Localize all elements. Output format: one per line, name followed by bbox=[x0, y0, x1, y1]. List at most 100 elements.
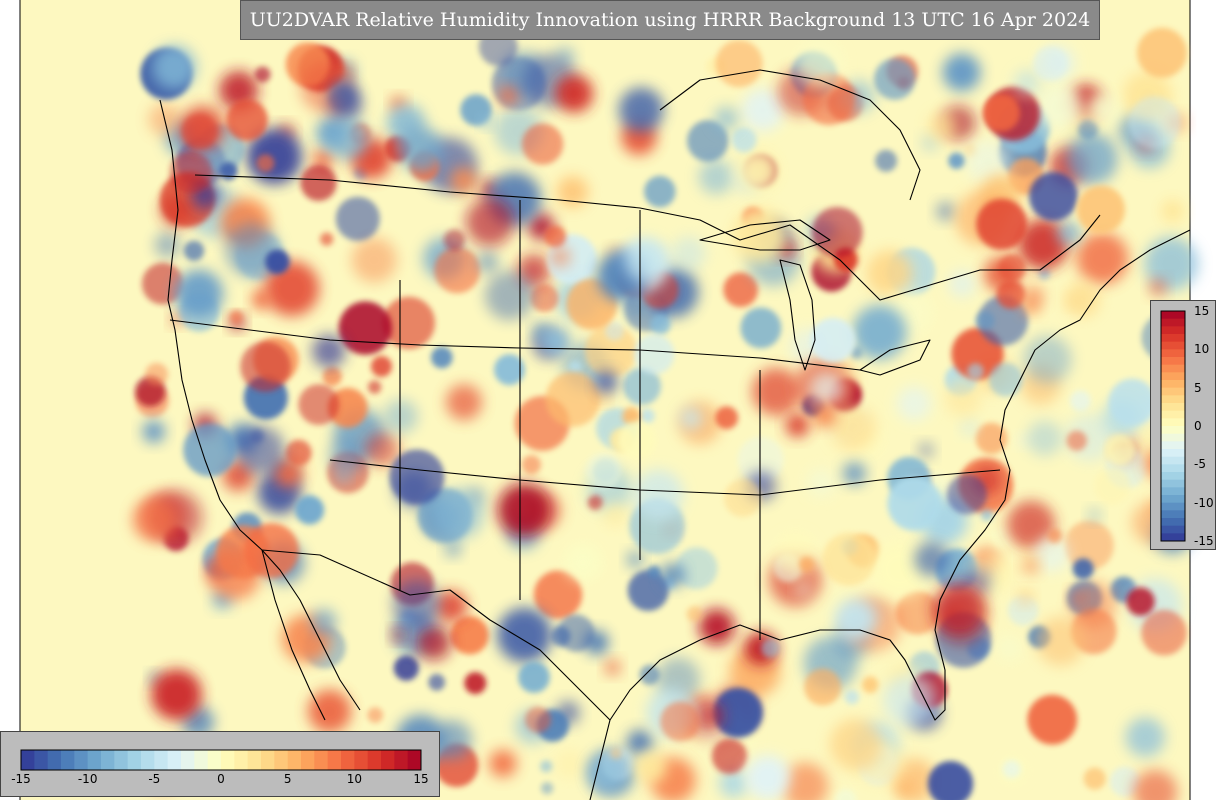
innovation-blob bbox=[367, 380, 382, 394]
colorbar-tick-label: -15 bbox=[1194, 534, 1214, 548]
innovation-blob bbox=[723, 479, 762, 517]
colorbar-swatch bbox=[1161, 464, 1185, 473]
innovation-blob bbox=[715, 40, 763, 88]
colorbar-swatch bbox=[1161, 387, 1185, 396]
innovation-blob bbox=[809, 371, 844, 406]
innovation-blob bbox=[556, 176, 589, 208]
innovation-blob bbox=[434, 247, 481, 294]
innovation-blob bbox=[1033, 46, 1068, 81]
innovation-blob bbox=[723, 272, 759, 308]
innovation-blob bbox=[1017, 434, 1030, 447]
innovation-blob bbox=[152, 45, 197, 90]
colorbar-swatch bbox=[327, 750, 342, 770]
colorbar-swatch bbox=[87, 750, 102, 770]
innovation-blob bbox=[731, 127, 757, 153]
innovation-blob bbox=[660, 701, 701, 742]
innovation-blob bbox=[785, 413, 810, 437]
colorbar-swatch bbox=[61, 750, 75, 770]
colorbar-vertical-scale bbox=[1160, 310, 1186, 542]
innovation-blob bbox=[715, 406, 739, 430]
innovation-blob bbox=[829, 404, 877, 451]
innovation-blob bbox=[795, 39, 844, 88]
colorbar-tick-label: -10 bbox=[1194, 495, 1214, 510]
colorbar-outline bbox=[1160, 310, 1186, 542]
colorbar-tick-label: 10 bbox=[1194, 342, 1210, 357]
innovation-blob bbox=[382, 296, 435, 350]
hudson-bay-coast bbox=[659, 69, 921, 201]
colorbar-swatch bbox=[167, 750, 182, 770]
innovation-blob bbox=[713, 106, 739, 131]
colorbar-swatch bbox=[1161, 357, 1185, 366]
colorbar-swatch bbox=[1161, 318, 1185, 327]
innovation-blob bbox=[310, 608, 337, 635]
innovation-blob bbox=[623, 367, 661, 406]
innovation-blob bbox=[1038, 267, 1051, 280]
innovation-blob bbox=[273, 457, 304, 488]
colorbar-swatch bbox=[1161, 456, 1185, 465]
innovation-blob bbox=[632, 469, 684, 521]
innovation-blob bbox=[236, 425, 285, 475]
innovation-blob bbox=[1149, 278, 1167, 297]
colorbar-horizontal: -15 -10 -5 0 5 10 15 bbox=[0, 731, 440, 797]
innovation-blob bbox=[1137, 27, 1187, 78]
innovation-blob bbox=[998, 254, 1026, 282]
colorbar-swatch bbox=[381, 750, 395, 770]
innovation-blob bbox=[603, 503, 627, 527]
innovation-blob bbox=[183, 423, 237, 477]
innovation-blob bbox=[308, 689, 352, 733]
innovation-blob bbox=[799, 556, 815, 572]
innovation-blob bbox=[1070, 390, 1091, 412]
innovation-blob bbox=[549, 246, 571, 267]
innovation-blob bbox=[627, 570, 669, 611]
innovation-blob bbox=[627, 730, 653, 756]
innovation-blob bbox=[485, 271, 535, 321]
baja-peninsula bbox=[261, 549, 326, 721]
colorbar-swatch bbox=[1161, 487, 1185, 496]
innovation-blob bbox=[875, 149, 898, 172]
innovation-blob bbox=[918, 442, 934, 459]
innovation-blob bbox=[948, 270, 976, 298]
innovation-blob bbox=[752, 367, 800, 416]
innovation-blob bbox=[174, 269, 224, 318]
innovation-blob bbox=[330, 80, 358, 108]
innovation-blob bbox=[555, 74, 594, 113]
innovation-blob bbox=[431, 346, 453, 369]
innovation-blob bbox=[226, 99, 268, 141]
innovation-blob bbox=[428, 673, 446, 691]
innovation-blob bbox=[812, 207, 863, 258]
innovation-blob bbox=[1064, 281, 1101, 318]
innovation-blob bbox=[569, 360, 582, 374]
innovation-blob bbox=[312, 334, 346, 369]
innovation-blob bbox=[584, 324, 638, 377]
innovation-blob bbox=[976, 198, 1028, 250]
innovation-blob bbox=[595, 370, 618, 394]
innovation-blob bbox=[866, 250, 913, 297]
innovation-blob bbox=[1057, 221, 1081, 245]
innovation-blob bbox=[141, 262, 184, 305]
innovation-blob bbox=[494, 354, 525, 386]
innovation-blob bbox=[322, 366, 342, 387]
innovation-blob bbox=[433, 488, 484, 540]
innovation-blob bbox=[391, 628, 406, 642]
innovation-blob bbox=[1104, 434, 1136, 466]
innovation-blob bbox=[169, 151, 213, 194]
innovation-blob bbox=[338, 301, 392, 355]
innovation-blob bbox=[576, 479, 589, 492]
innovation-blob bbox=[996, 279, 1026, 309]
innovation-blob bbox=[1047, 528, 1063, 544]
innovation-blob bbox=[336, 470, 350, 484]
colorbar-tick-label: 5 bbox=[1194, 380, 1202, 395]
innovation-blob bbox=[887, 476, 942, 531]
innovation-blob bbox=[541, 782, 554, 795]
innovation-blob bbox=[545, 371, 601, 427]
colorbar-swatch bbox=[154, 750, 169, 770]
innovation-blob bbox=[294, 495, 325, 525]
colorbar-swatch bbox=[101, 750, 115, 770]
colorbar-swatch bbox=[181, 750, 195, 770]
innovation-blob bbox=[624, 237, 669, 283]
colorbar-swatch bbox=[1161, 341, 1185, 350]
innovation-blob bbox=[264, 261, 320, 316]
innovation-blob bbox=[675, 547, 718, 590]
colorbar-swatch bbox=[274, 750, 289, 770]
